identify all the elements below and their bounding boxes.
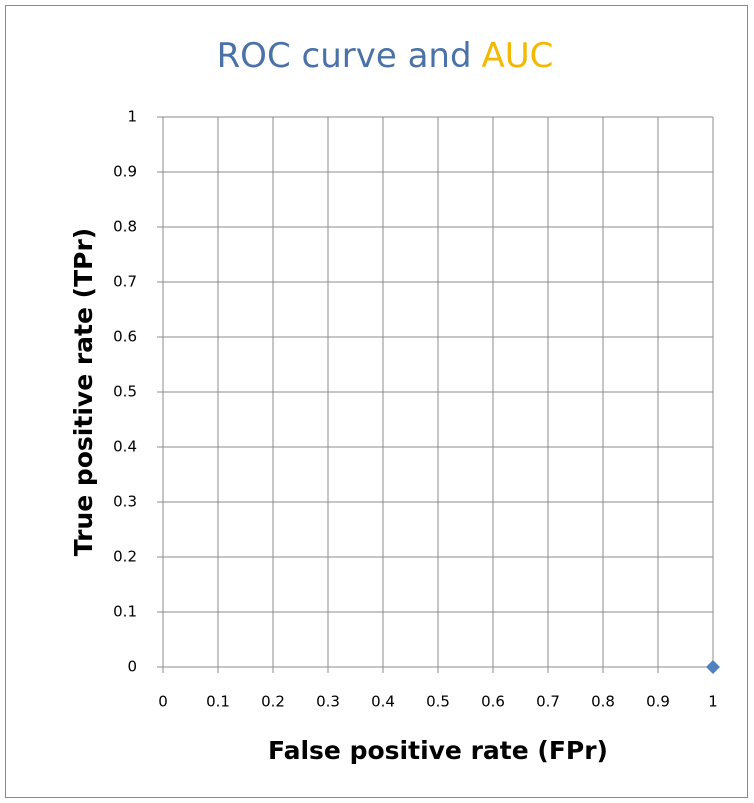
- y-axis-title: True positive rate (TPr): [69, 228, 98, 556]
- y-tick-label: 0.7: [113, 273, 137, 291]
- x-tick-label: 0.2: [261, 693, 285, 711]
- y-tick-label: 0.1: [113, 603, 137, 621]
- y-tick-label: 0.2: [113, 548, 137, 566]
- chart-border: [5, 5, 748, 798]
- x-tick-label: 0.6: [481, 693, 505, 711]
- y-tick-label: 1: [127, 108, 137, 126]
- x-tick-label: 0.9: [646, 693, 670, 711]
- title-part: AUC: [482, 36, 554, 76]
- x-tick-label: 0.3: [316, 693, 340, 711]
- x-tick-label: 0.1: [206, 693, 230, 711]
- y-tick-label: 0.6: [113, 328, 137, 346]
- y-tick-label: 0: [127, 658, 137, 676]
- x-tick-label: 1: [708, 693, 718, 711]
- x-tick-label: 0: [158, 693, 168, 711]
- y-tick-label: 0.4: [113, 438, 137, 456]
- title-part: ROC curve and: [217, 36, 472, 76]
- x-tick-label: 0.7: [536, 693, 560, 711]
- point: [706, 660, 720, 674]
- y-tick-label: 0.9: [113, 163, 137, 181]
- x-tick-label: 0.4: [371, 693, 395, 711]
- chart-title: ROC curve and AUC: [217, 36, 554, 76]
- y-tick-label: 0.8: [113, 218, 137, 236]
- y-tick-label: 0.5: [113, 383, 137, 401]
- x-axis-title: False positive rate (FPr): [268, 736, 608, 765]
- x-tick-label: 0.5: [426, 693, 450, 711]
- x-tick-label: 0.8: [591, 693, 615, 711]
- y-tick-label: 0.3: [113, 493, 137, 511]
